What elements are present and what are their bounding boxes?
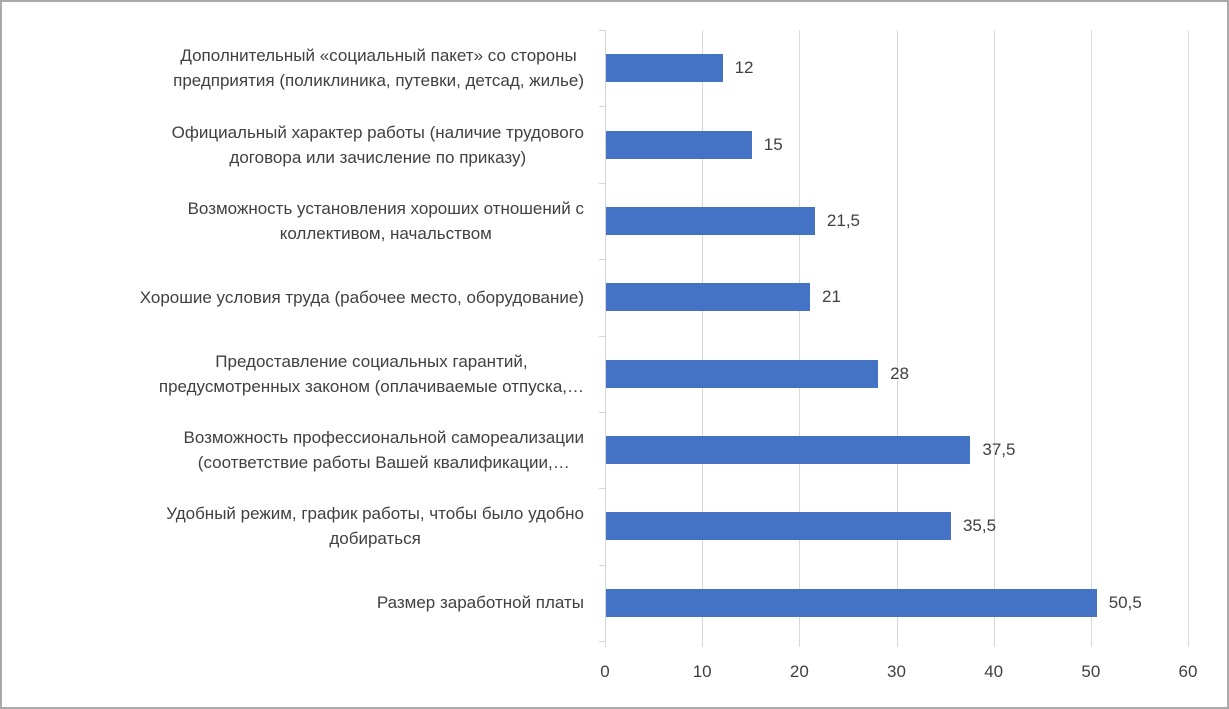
bar [606, 512, 951, 541]
x-tick-label: 40 [984, 662, 1004, 681]
value-label: 50,5 [1108, 592, 1142, 612]
value-label: 12 [734, 58, 754, 78]
x-tick-label: 10 [692, 662, 712, 681]
bar [606, 130, 752, 159]
category-axis-line [605, 30, 606, 641]
category-axis-tick [599, 182, 605, 184]
category-label-text: Дополнительный «социальный пакет» со сто… [173, 46, 584, 91]
x-tick-label: 50 [1081, 662, 1101, 681]
value-label: 28 [890, 363, 909, 383]
category-label: Удобный режим, график работы, чтобы было… [8, 488, 584, 564]
gridline [799, 30, 801, 647]
value-label: 35,5 [962, 516, 997, 536]
value-label: 21 [822, 287, 841, 307]
category-label: Хорошие условия труда (рабочее место, об… [8, 259, 584, 335]
category-axis-tick [599, 641, 605, 642]
x-tick-label: 20 [789, 662, 809, 681]
category-label: Предоставление социальных гарантий, пред… [8, 336, 584, 412]
category-axis-tick [599, 335, 605, 337]
category-axis-tick [599, 411, 605, 413]
category-label-text: Предоставление социальных гарантий, пред… [158, 351, 584, 396]
gridline [702, 30, 704, 647]
x-tick-label: 30 [887, 662, 906, 681]
category-axis-tick [599, 488, 605, 490]
gridline [993, 30, 995, 647]
bar [606, 436, 971, 465]
category-label-text: Возможность профессиональной самореализа… [183, 428, 584, 473]
category-label-text: Хорошие условия труда (рабочее место, об… [139, 287, 584, 307]
bar [606, 283, 811, 312]
value-label: 15 [763, 134, 783, 154]
category-axis-tick [599, 259, 605, 261]
gridline [1188, 30, 1189, 647]
gridline [1090, 30, 1092, 647]
category-label: Возможность профессиональной самореализа… [8, 412, 584, 488]
category-axis-tick [599, 564, 605, 566]
category-label-text: Размер заработной платы [376, 593, 584, 613]
value-label: 37,5 [982, 440, 1016, 460]
gridline [896, 30, 898, 647]
category-label: Дополнительный «социальный пакет» со сто… [8, 30, 584, 106]
category-label-text: Удобный режим, график работы, чтобы было… [166, 504, 584, 549]
category-axis-tick [599, 106, 605, 108]
bar [606, 588, 1097, 617]
x-tick-label: 60 [1178, 662, 1198, 681]
category-label: Возможность установления хороших отношен… [8, 183, 584, 259]
value-label: 21,5 [826, 210, 860, 230]
bar [606, 206, 815, 235]
bar [606, 54, 723, 83]
category-label-text: Официальный характер работы (наличие тру… [171, 122, 584, 167]
category-label: Размер заработной платы [8, 565, 584, 641]
category-label-text: Возможность установления хороших отношен… [187, 198, 584, 243]
category-label: Официальный характер работы (наличие тру… [8, 106, 584, 182]
bar [606, 359, 879, 388]
x-tick-label: 0 [600, 662, 610, 681]
category-axis-tick [599, 30, 605, 31]
